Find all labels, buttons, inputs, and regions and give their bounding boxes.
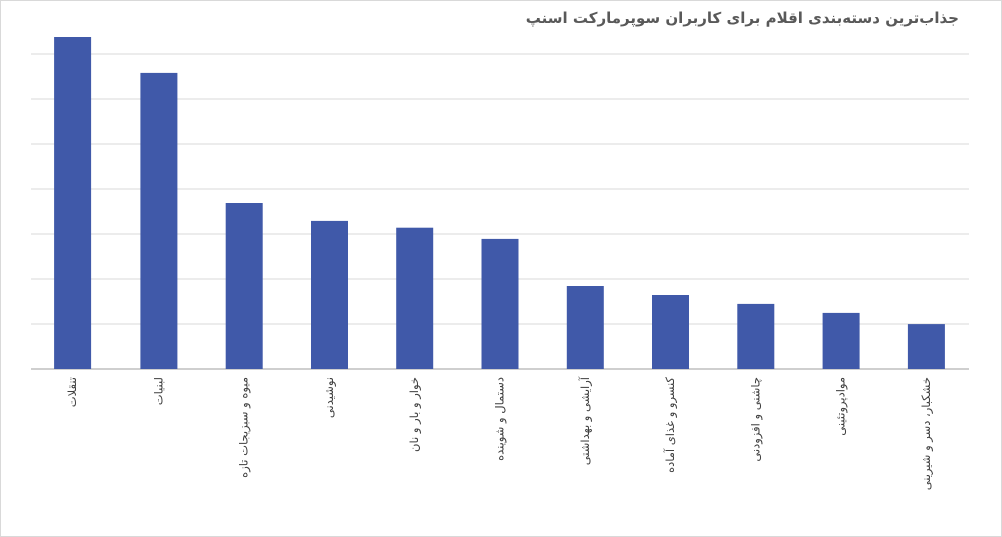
category-label: خوار و بار و نان xyxy=(407,377,422,452)
category-label: میوه و سبزیجات تازه xyxy=(237,377,252,478)
bar xyxy=(225,203,263,369)
category-label: خشکبار، دسر و شیرینی xyxy=(919,377,934,490)
bar xyxy=(311,220,348,369)
bar xyxy=(566,286,604,369)
bar xyxy=(907,324,945,369)
category-label: تنقلات xyxy=(65,377,79,407)
category-label: نوشیدنی xyxy=(322,377,337,418)
category-label: کنسرو و غذای آماده xyxy=(663,376,678,472)
category-label: آرایشی و بهداشتی xyxy=(578,376,593,465)
bar xyxy=(822,312,860,369)
category-label: موادپروتئینی xyxy=(834,377,849,436)
category-label: چاشنی و افزودنی xyxy=(748,377,763,462)
bar xyxy=(140,72,178,370)
category-label: دستمال و شوینده xyxy=(493,377,508,461)
category-label: لبنیات xyxy=(151,377,165,405)
chart-title: جذاب‌ترین دسته‌بندی اقلام برای کاربران س… xyxy=(525,9,959,27)
bar xyxy=(396,227,434,369)
category-labels: تنقلات لبنیات میوه و سبزیجات تازه نوشیدنی خو… xyxy=(65,376,934,490)
bars xyxy=(54,37,945,370)
bar xyxy=(652,295,689,369)
bar xyxy=(481,238,519,369)
bar xyxy=(54,37,92,369)
bar xyxy=(737,303,775,369)
